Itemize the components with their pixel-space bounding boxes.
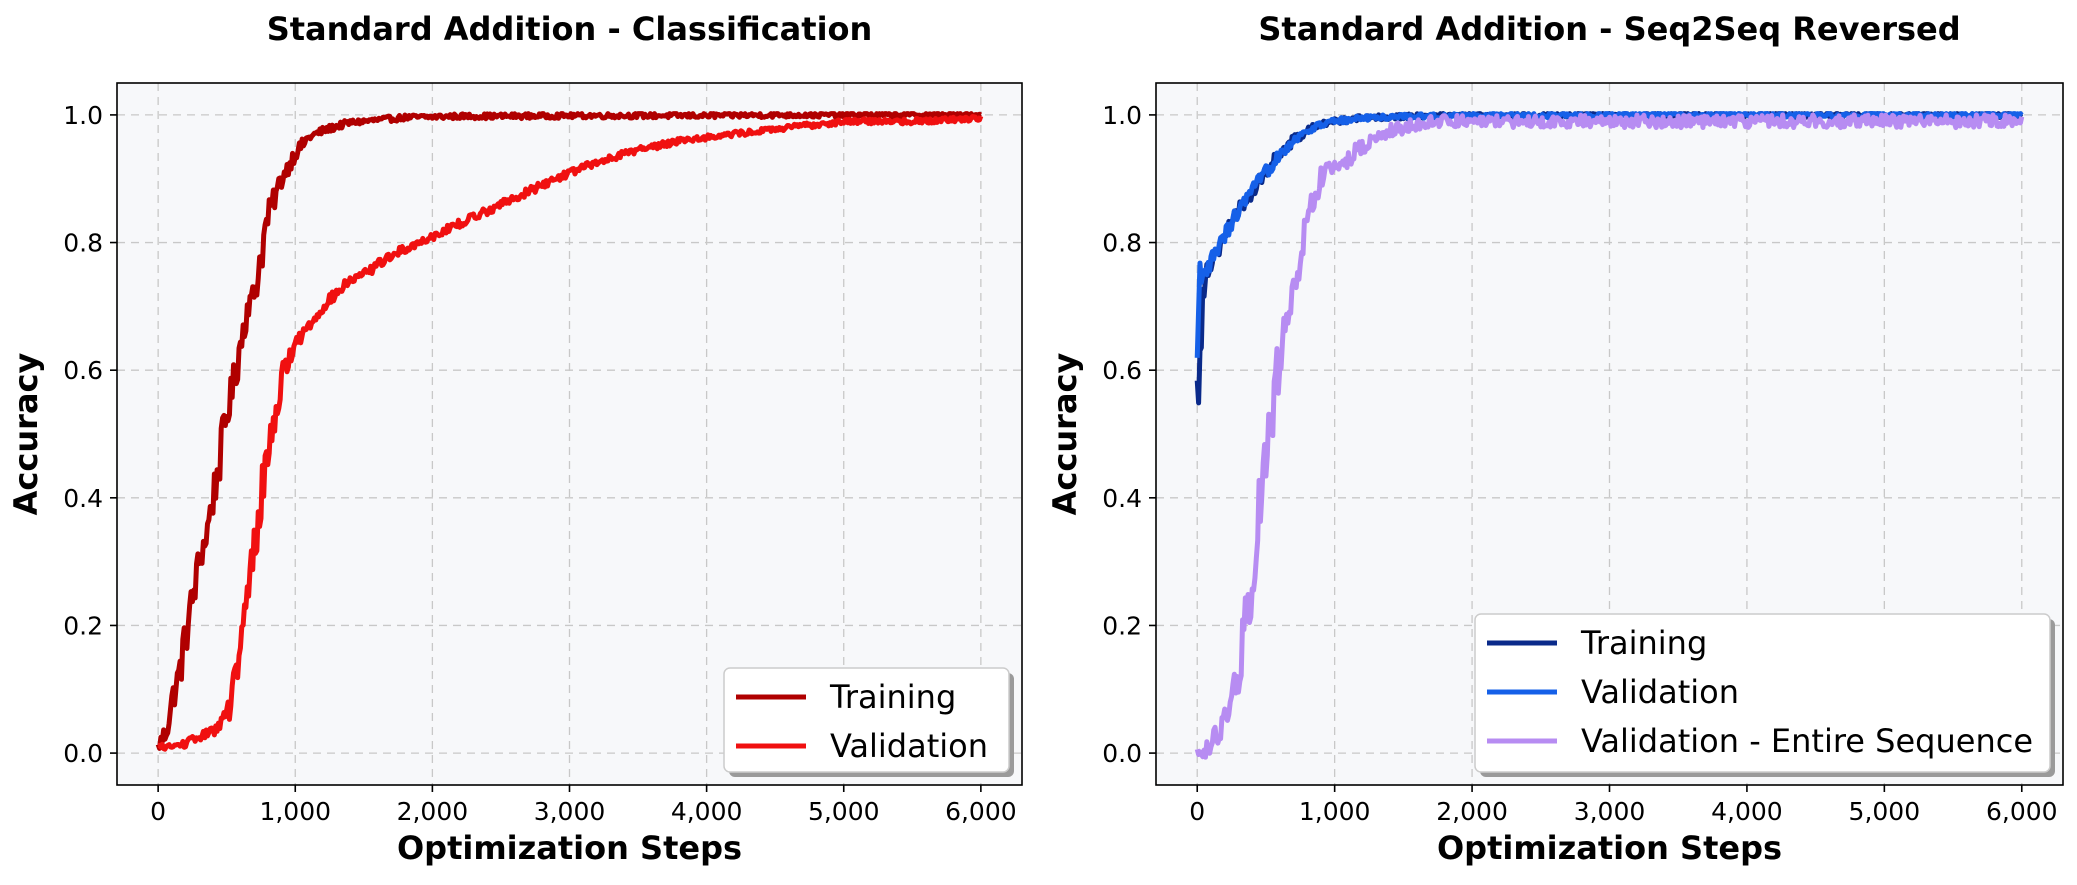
- series-group: [155, 111, 984, 752]
- x-axis-label: Optimization Steps: [397, 829, 742, 867]
- x-tick-label: 3,000: [534, 797, 606, 826]
- y-tick-label: 1.0: [1102, 101, 1142, 130]
- y-tick-label: 0.0: [1102, 739, 1142, 768]
- y-tick-label: 0.6: [63, 356, 103, 385]
- y-axis-label: Accuracy: [1046, 353, 1084, 516]
- series-line-3: [1194, 112, 2025, 760]
- x-tick-label: 0: [150, 797, 166, 826]
- legend: Training Validation Validation - Entire Se…: [1474, 613, 2055, 777]
- legend-box: [1474, 613, 2051, 773]
- y-tick-label: 0.0: [63, 739, 103, 768]
- x-tick-label: 4,000: [1711, 797, 1783, 826]
- x-tick-label: 6,000: [945, 797, 1017, 826]
- y-tick-label: 0.6: [1102, 356, 1142, 385]
- y-tick-label: 0.4: [63, 484, 103, 513]
- x-tick-label: 0: [1189, 797, 1205, 826]
- y-tick-label: 1.0: [63, 101, 103, 130]
- legend-label: Training: [829, 678, 956, 716]
- x-tick-label: 2,000: [397, 797, 469, 826]
- chart-title: Standard Addition - Classification: [267, 10, 873, 48]
- y-tick-label: 0.2: [63, 611, 103, 640]
- y-tick-label: 0.4: [1102, 484, 1142, 513]
- x-tick-label: 5,000: [808, 797, 880, 826]
- y-tick-label: 0.8: [63, 229, 103, 258]
- x-tick-label: 1,000: [259, 797, 331, 826]
- x-tick-label: 6,000: [1986, 797, 2058, 826]
- legend-label: Training: [1580, 624, 1707, 662]
- legend: Training Validation: [723, 667, 1014, 777]
- x-tick-label: 2,000: [1436, 797, 1508, 826]
- series-line-1: [155, 111, 983, 751]
- x-tick-label: 5,000: [1849, 797, 1921, 826]
- chart-panel-1: 0 1,000 2,000 3,000 4,000 5,000 6,000 0.0 0.2 0.4…: [7, 10, 1023, 867]
- x-tick-label: 1,000: [1299, 797, 1371, 826]
- legend-label: Validation: [1581, 673, 1739, 711]
- y-tick-label: 0.2: [1102, 611, 1142, 640]
- series-group: [1194, 111, 2025, 760]
- x-axis-label: Optimization Steps: [1437, 829, 1782, 867]
- y-tick-label: 0.8: [1102, 229, 1142, 258]
- legend-label: Validation: [830, 727, 988, 765]
- x-tick-label: 4,000: [671, 797, 743, 826]
- chart-title: Standard Addition - Seq2Seq Reversed: [1258, 10, 1960, 48]
- chart-panel-2: 0 1,000 2,000 3,000 4,000 5,000 6,000 0.0 0.2 0.4…: [1046, 10, 2064, 867]
- legend-label: Validation - Entire Sequence: [1581, 722, 2033, 760]
- y-axis-label: Accuracy: [7, 353, 45, 516]
- series-line-2: [157, 113, 984, 752]
- x-tick-label: 3,000: [1574, 797, 1646, 826]
